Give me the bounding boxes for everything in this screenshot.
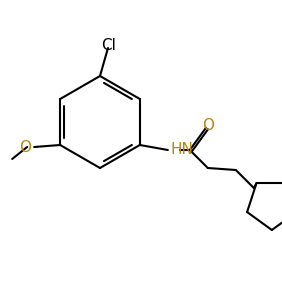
Text: Cl: Cl (102, 37, 116, 52)
Text: O: O (202, 118, 214, 134)
Text: O: O (19, 139, 31, 154)
Text: HN: HN (171, 143, 194, 158)
